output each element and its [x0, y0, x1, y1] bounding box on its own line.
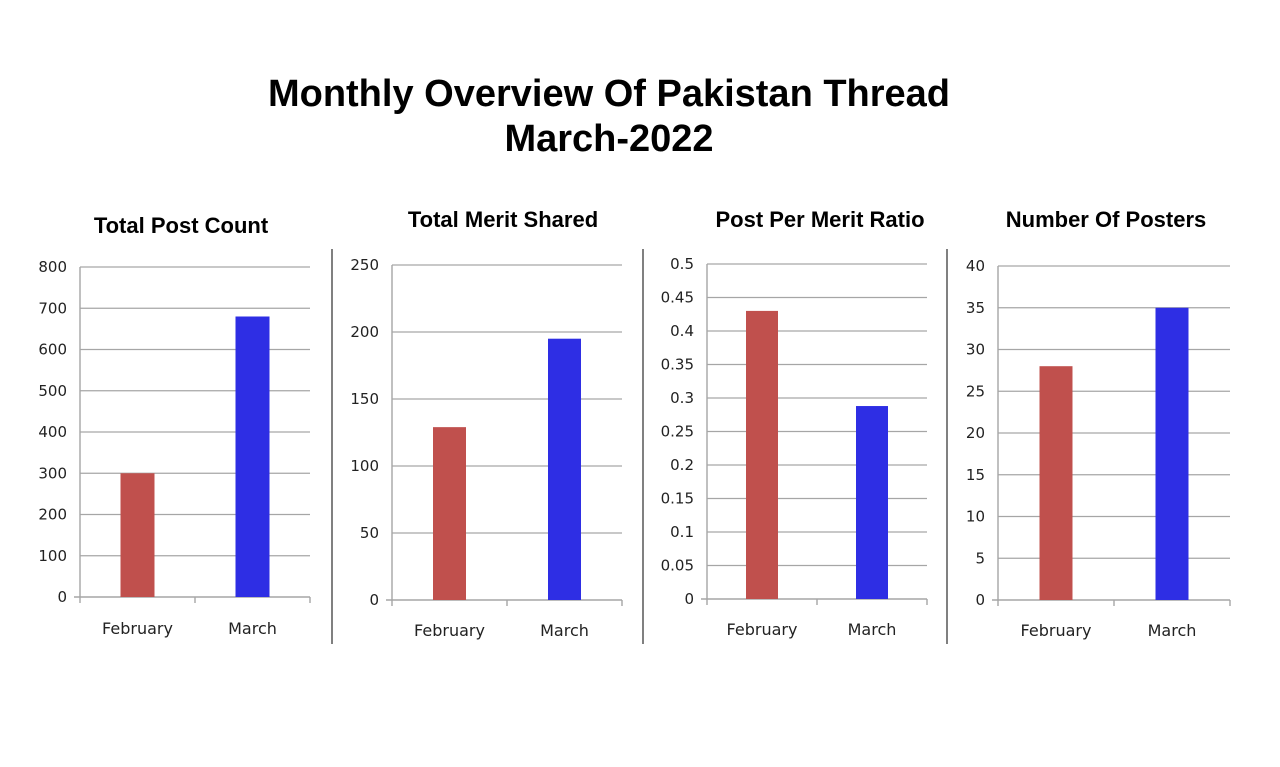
number-of-posters-y-tick-label: 15	[966, 466, 985, 484]
number-of-posters-bar-march	[1155, 307, 1189, 600]
post-per-merit-ratio-y-tick-label: 0.1	[670, 523, 694, 541]
total-merit-shared-title: Total Merit Shared	[408, 207, 598, 232]
total-merit-shared-bar-february	[433, 427, 466, 600]
total-post-count-y-tick-label: 600	[38, 341, 67, 359]
total-post-count-title: Total Post Count	[94, 213, 269, 238]
post-per-merit-ratio-y-tick-label: 0.5	[670, 255, 694, 273]
number-of-posters-y-tick-label: 40	[966, 257, 985, 275]
post-per-merit-ratio-y-tick-label: 0.15	[661, 490, 694, 508]
post-per-merit-ratio-y-tick-label: 0.45	[661, 289, 694, 307]
post-per-merit-ratio-bar-march	[856, 406, 888, 599]
post-per-merit-ratio-y-tick-label: 0.25	[661, 423, 694, 441]
number-of-posters-y-tick-label: 5	[975, 549, 985, 567]
total-merit-shared-y-tick-label: 100	[350, 457, 379, 475]
total-post-count-y-tick-label: 0	[57, 588, 67, 606]
number-of-posters-title: Number Of Posters	[1006, 207, 1207, 232]
post-per-merit-ratio-y-tick-label: 0.4	[670, 322, 694, 340]
number-of-posters-y-tick-label: 10	[966, 508, 985, 526]
post-per-merit-ratio-y-tick-label: 0	[684, 590, 694, 608]
total-post-count-y-tick-label: 500	[38, 382, 67, 400]
number-of-posters-y-tick-label: 20	[966, 424, 985, 442]
post-per-merit-ratio-y-tick-label: 0.05	[661, 557, 694, 575]
total-merit-shared-bar-march	[548, 338, 581, 600]
post-per-merit-ratio-category-label: March	[848, 620, 897, 639]
total-merit-shared-y-tick-label: 0	[369, 591, 379, 609]
total-post-count-category-label: February	[102, 619, 173, 638]
total-post-count-y-tick-label: 300	[38, 464, 67, 482]
total-post-count-y-tick-label: 700	[38, 299, 67, 317]
page-subtitle: March-2022	[504, 118, 714, 160]
number-of-posters-y-tick-label: 0	[975, 591, 985, 609]
number-of-posters-category-label: February	[1021, 621, 1092, 640]
post-per-merit-ratio-y-tick-label: 0.35	[661, 356, 694, 374]
post-per-merit-ratio-bar-february	[746, 310, 778, 599]
total-post-count-y-tick-label: 800	[38, 258, 67, 276]
total-merit-shared-category-label: March	[540, 621, 589, 640]
total-merit-shared-y-tick-label: 200	[350, 323, 379, 341]
total-post-count-y-tick-label: 100	[38, 547, 67, 565]
total-merit-shared-y-tick-label: 250	[350, 256, 379, 274]
number-of-posters-bar-february	[1039, 366, 1073, 600]
number-of-posters-y-tick-label: 30	[966, 341, 985, 359]
total-merit-shared-category-label: February	[414, 621, 485, 640]
number-of-posters-y-tick-label: 25	[966, 382, 985, 400]
post-per-merit-ratio-y-tick-label: 0.2	[670, 456, 694, 474]
total-merit-shared-y-tick-label: 150	[350, 390, 379, 408]
post-per-merit-ratio-y-tick-label: 0.3	[670, 389, 694, 407]
total-post-count-category-label: March	[228, 619, 277, 638]
total-post-count-y-tick-label: 200	[38, 506, 67, 524]
post-per-merit-ratio-category-label: February	[727, 620, 798, 639]
total-merit-shared-y-tick-label: 50	[360, 524, 379, 542]
total-post-count-bar-february	[120, 473, 155, 597]
page-title: Monthly Overview Of Pakistan Thread	[267, 73, 951, 115]
post-per-merit-ratio-title: Post Per Merit Ratio	[715, 207, 924, 232]
total-post-count-bar-march	[235, 316, 270, 597]
number-of-posters-y-tick-label: 35	[966, 299, 985, 317]
total-post-count-y-tick-label: 400	[38, 423, 67, 441]
number-of-posters-category-label: March	[1148, 621, 1197, 640]
